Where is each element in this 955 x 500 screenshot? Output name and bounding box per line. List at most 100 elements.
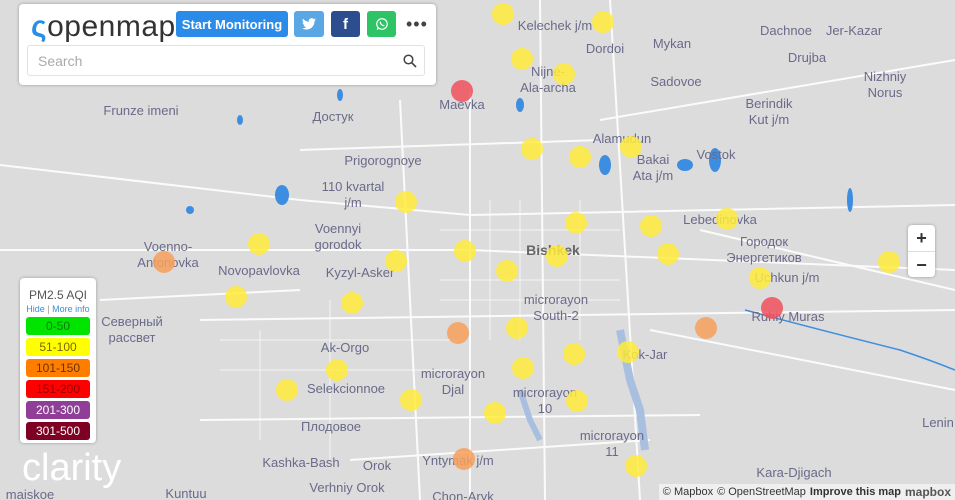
sensor-marker[interactable] bbox=[563, 343, 585, 365]
place-label: Kelechek j/m bbox=[517, 18, 593, 33]
legend-level: 51-100 bbox=[26, 338, 90, 356]
place-label: Sadovoe bbox=[650, 74, 702, 89]
sensor-marker[interactable] bbox=[565, 212, 587, 234]
sensor-marker[interactable] bbox=[248, 233, 270, 255]
clarity-logo: clarity bbox=[22, 447, 122, 489]
facebook-icon: f bbox=[343, 15, 348, 33]
sensor-marker[interactable] bbox=[878, 251, 900, 273]
sensor-marker[interactable] bbox=[492, 3, 514, 25]
place-label: microrayon South-2 bbox=[523, 292, 589, 323]
place-label: Kara-Djigach bbox=[756, 465, 832, 480]
sensor-marker[interactable] bbox=[506, 317, 528, 339]
place-label: Kuntuu bbox=[165, 486, 207, 500]
sensor-marker[interactable] bbox=[341, 292, 363, 314]
place-label: microrayon 10 bbox=[512, 385, 578, 416]
search-panel: ςopenmap Start Monitoring f ••• bbox=[19, 4, 436, 85]
sensor-marker[interactable] bbox=[617, 341, 639, 363]
sensor-marker[interactable] bbox=[761, 297, 783, 319]
sensor-marker[interactable] bbox=[749, 267, 771, 289]
mapbox-attribution-link[interactable]: © Mapbox bbox=[662, 486, 714, 498]
place-label: Nizhniy Norus bbox=[863, 69, 907, 100]
sensor-marker[interactable] bbox=[521, 138, 543, 160]
place-label: Bakai Ata j/m bbox=[632, 152, 674, 183]
sensor-marker[interactable] bbox=[657, 243, 679, 265]
sensor-marker[interactable] bbox=[400, 389, 422, 411]
legend-level: 301-500 bbox=[26, 422, 90, 440]
sensor-marker[interactable] bbox=[512, 357, 534, 379]
sensor-marker[interactable] bbox=[326, 359, 348, 381]
sensor-marker[interactable] bbox=[620, 136, 642, 158]
sensor-marker[interactable] bbox=[153, 251, 175, 273]
place-label: Maevka bbox=[439, 97, 485, 112]
whatsapp-icon bbox=[375, 18, 388, 31]
sensor-marker[interactable] bbox=[484, 402, 506, 424]
sensor-marker[interactable] bbox=[276, 379, 298, 401]
place-label: Dachnoe bbox=[759, 23, 813, 38]
place-label: Novopavlovka bbox=[218, 263, 300, 278]
legend-hide-link[interactable]: Hide bbox=[26, 304, 45, 314]
mapbox-logo: mapbox bbox=[904, 485, 951, 499]
twitter-share-button[interactable] bbox=[294, 11, 324, 37]
place-label: microrayon 11 bbox=[579, 428, 645, 459]
place-label: Kyzyl-Asker bbox=[325, 265, 395, 280]
search-input[interactable] bbox=[27, 45, 425, 76]
aqi-legend: PM2.5 AQI Hide | More info 0-50 51-100 101… bbox=[20, 278, 96, 443]
sensor-marker[interactable] bbox=[553, 63, 575, 85]
place-label: Северный рассвет bbox=[101, 314, 163, 345]
place-label: maiskoe bbox=[5, 487, 55, 500]
place-label: 110 kvartal j/m bbox=[321, 179, 385, 210]
sensor-marker[interactable] bbox=[453, 448, 475, 470]
place-label: Jer-Kazar bbox=[825, 23, 883, 38]
sensor-marker[interactable] bbox=[496, 260, 518, 282]
place-label: Voennyi gorodok bbox=[314, 221, 362, 252]
place-label: Chon-Aryk bbox=[432, 489, 494, 500]
place-label: Достук bbox=[312, 109, 354, 124]
start-monitoring-button[interactable]: Start Monitoring bbox=[176, 11, 288, 37]
zoom-in-button[interactable]: + bbox=[916, 228, 927, 248]
zoom-out-button[interactable]: − bbox=[908, 251, 935, 277]
sensor-marker[interactable] bbox=[716, 208, 738, 230]
legend-title: PM2.5 AQI bbox=[28, 288, 88, 302]
place-label: Orok bbox=[362, 458, 392, 473]
place-label: Kashka-Bash bbox=[262, 455, 340, 470]
osm-attribution-link[interactable]: © OpenStreetMap bbox=[717, 486, 806, 498]
place-label: Dordoi bbox=[585, 41, 625, 56]
sensor-marker[interactable] bbox=[395, 191, 417, 213]
sensor-marker[interactable] bbox=[592, 11, 614, 33]
place-label: Vostok bbox=[696, 147, 736, 162]
sensor-marker[interactable] bbox=[695, 317, 717, 339]
place-label: Mykan bbox=[652, 36, 692, 51]
place-label: Verhniy Orok bbox=[309, 480, 385, 495]
sensor-marker[interactable] bbox=[640, 215, 662, 237]
legend-level: 151-200 bbox=[26, 380, 90, 398]
openmap-logo: ςopenmap bbox=[31, 10, 176, 43]
more-options-button[interactable]: ••• bbox=[406, 14, 428, 34]
improve-map-link[interactable]: Improve this map bbox=[809, 486, 901, 498]
sensor-marker[interactable] bbox=[569, 146, 591, 168]
sensor-marker[interactable] bbox=[546, 245, 568, 267]
twitter-icon bbox=[302, 18, 316, 30]
sensor-marker[interactable] bbox=[454, 240, 476, 262]
place-label: Drujba bbox=[787, 50, 827, 65]
sensor-marker[interactable] bbox=[566, 390, 588, 412]
whatsapp-share-button[interactable] bbox=[367, 11, 396, 37]
legend-more-info-link[interactable]: More info bbox=[52, 304, 90, 314]
place-label: Плодовое bbox=[300, 419, 362, 434]
sensor-marker[interactable] bbox=[385, 250, 407, 272]
sensor-marker[interactable] bbox=[447, 322, 469, 344]
legend-level: 201-300 bbox=[26, 401, 90, 419]
place-label: Lenin bbox=[922, 415, 954, 430]
sensor-marker[interactable] bbox=[451, 80, 473, 102]
facebook-share-button[interactable]: f bbox=[331, 11, 360, 37]
place-label: Prigorognoye bbox=[344, 153, 422, 168]
zoom-control: + − bbox=[908, 225, 935, 277]
place-label: Berindik Kut j/m bbox=[745, 96, 793, 127]
sensor-marker[interactable] bbox=[625, 455, 647, 477]
legend-level: 101-150 bbox=[26, 359, 90, 377]
sensor-marker[interactable] bbox=[511, 48, 533, 70]
place-label: Ak-Orgo bbox=[320, 340, 370, 355]
search-icon[interactable] bbox=[403, 54, 417, 68]
place-label: Frunze imeni bbox=[103, 103, 179, 118]
sensor-marker[interactable] bbox=[225, 286, 247, 308]
